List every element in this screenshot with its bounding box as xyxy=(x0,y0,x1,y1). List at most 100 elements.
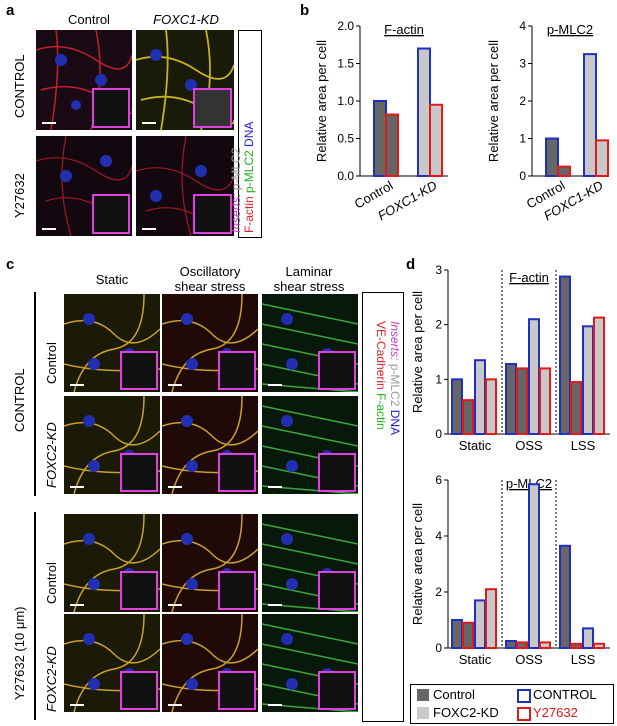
micrograph-c-r1-c3 xyxy=(262,294,358,392)
legend-factin: F-actin xyxy=(374,393,388,430)
panel-c-row-label-1: Control xyxy=(44,342,59,384)
inset-box xyxy=(317,670,356,710)
scale-bar xyxy=(42,122,56,124)
y-tick-label: 1 xyxy=(519,132,526,146)
legend-dna: DNA xyxy=(388,409,402,436)
nucleus xyxy=(186,460,198,472)
legend-pmlc2: p-MLC2 xyxy=(242,150,256,193)
bar xyxy=(528,483,540,649)
panel-a-row-label-control: CONTROL xyxy=(12,54,27,118)
micrograph-a-control-foxc1kd xyxy=(136,30,234,130)
bar xyxy=(516,641,528,649)
bar xyxy=(462,621,474,649)
panel-a-stain-legend: F-actin p-MLC2 DNA Inserts: p-MLC2 xyxy=(229,30,262,238)
y-axis-label: Relative area per cell xyxy=(486,40,501,162)
bar xyxy=(583,53,597,177)
panel-d-charts: 0 1 2 3 F-actin Relative area per cell Static O… xyxy=(410,263,610,667)
bar xyxy=(485,588,497,650)
y-tick-label: 2 xyxy=(435,585,442,599)
scale-bar xyxy=(168,486,182,488)
panel-b-letter: b xyxy=(300,2,310,19)
bar xyxy=(485,378,497,436)
y-tick-label: 0.5 xyxy=(337,132,354,146)
nucleus xyxy=(83,415,95,427)
condition-legend: Control FOXC2-KD CONTROL Y27632 xyxy=(410,684,614,724)
legend-swatch-foxc2kd xyxy=(417,707,429,719)
micrograph-c-r3-c1 xyxy=(64,514,160,612)
inset-box xyxy=(119,570,158,610)
nucleus xyxy=(88,358,100,370)
bar xyxy=(570,642,582,649)
y-axis-label: Relative area per cell xyxy=(314,40,329,162)
scale-bar xyxy=(268,604,282,606)
micrograph-a-y27632-control xyxy=(36,136,132,236)
legend-label-foxc2kd-text: FOXC2-KD xyxy=(433,705,499,720)
micrograph-c-r4-c3 xyxy=(262,614,358,712)
panel-d-letter: d xyxy=(406,256,416,273)
inset-box xyxy=(317,350,356,390)
inset-box xyxy=(192,194,232,234)
micrograph-c-r3-c2 xyxy=(162,514,258,612)
inset-box xyxy=(217,350,256,390)
legend-swatch-y27632-edge xyxy=(517,707,531,721)
bar xyxy=(462,399,474,436)
legend-factin: F-actin xyxy=(242,196,256,233)
scale-bar xyxy=(268,384,282,386)
bar xyxy=(528,318,540,436)
panel-c-col-static: Static xyxy=(95,272,129,287)
y-tick-label: 1 xyxy=(435,372,442,386)
bar xyxy=(505,640,517,649)
legend-label-control-edge: CONTROL xyxy=(533,687,597,702)
micrograph-c-r1-c2 xyxy=(162,294,258,392)
y-tick-label: 0.0 xyxy=(337,169,354,183)
nucleus xyxy=(281,415,293,427)
nucleus xyxy=(181,313,193,325)
bar xyxy=(545,137,559,177)
nucleus xyxy=(186,358,198,370)
bar xyxy=(505,363,517,435)
legend-label-control: Control xyxy=(433,687,475,702)
bar xyxy=(557,165,571,177)
legend-swatch-control-edge xyxy=(517,689,531,703)
inset-box xyxy=(119,670,158,710)
nucleus xyxy=(186,678,198,690)
inset-box xyxy=(217,570,256,610)
legend-dna: DNA xyxy=(242,121,256,147)
chart-title: F-actin xyxy=(509,270,549,285)
legend-inserts-pmlc2: p-MLC2 xyxy=(229,147,243,191)
micrograph-c-r2-c2 xyxy=(162,396,258,494)
nucleus xyxy=(83,633,95,645)
panel-c-col-lss: Laminar shear stress xyxy=(273,264,345,294)
legend-inserts: Inserts: xyxy=(388,321,402,361)
x-tick-label: OSS xyxy=(515,652,543,667)
x-tick-label: OSS xyxy=(515,438,543,453)
nucleus xyxy=(286,358,298,370)
bar xyxy=(373,100,387,177)
chart-title: F-actin xyxy=(384,22,424,37)
panel-c-row-label-4: FOXC2-KD xyxy=(44,646,59,712)
nucleus xyxy=(88,460,100,472)
inset-box xyxy=(317,452,356,492)
y-tick-label: 1.0 xyxy=(337,94,354,108)
micrograph-a-control-control xyxy=(36,30,132,130)
panel-a-row-label-y27632: Y27632 xyxy=(12,173,27,218)
scale-bar xyxy=(268,486,282,488)
scale-bar xyxy=(168,604,182,606)
nucleus xyxy=(186,578,198,590)
micrograph-c-r2-c3 xyxy=(262,396,358,494)
nucleus xyxy=(281,313,293,325)
panel-a-letter: a xyxy=(6,2,15,19)
y-tick-label: 6 xyxy=(435,473,442,487)
micrograph-a-y27632-foxc1kd xyxy=(136,136,234,236)
bar xyxy=(474,599,486,649)
inset-box xyxy=(317,570,356,610)
y-tick-label: 3 xyxy=(435,263,442,277)
bar xyxy=(417,47,431,177)
micrograph-c-r4-c1 xyxy=(64,614,160,712)
bar xyxy=(582,627,594,649)
x-tick-label: LSS xyxy=(571,652,596,667)
scale-bar xyxy=(42,228,56,230)
nucleus xyxy=(83,313,95,325)
scale-bar xyxy=(70,604,84,606)
scale-bar xyxy=(142,122,156,124)
